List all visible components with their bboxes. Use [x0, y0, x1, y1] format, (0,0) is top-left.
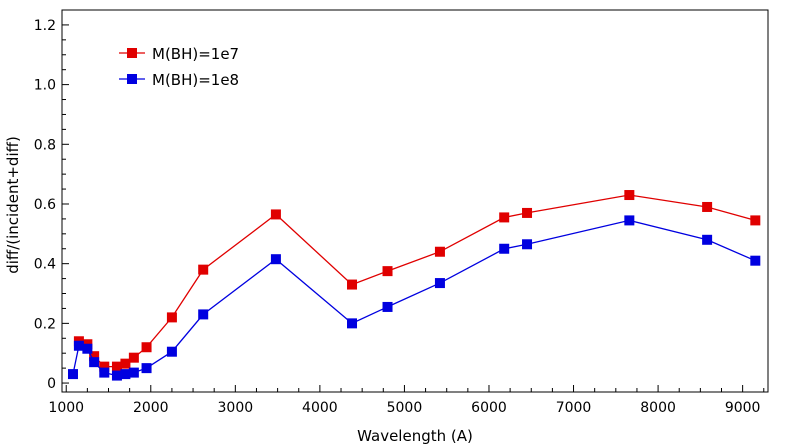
data-point-marker: [702, 234, 713, 245]
data-point-marker: [702, 201, 713, 212]
series-2: [67, 215, 761, 381]
data-point-marker: [111, 361, 122, 372]
data-point-marker: [111, 370, 122, 381]
x-tick-label: 7000: [556, 400, 592, 416]
legend: M(BH)=1e7 M(BH)=1e8: [119, 45, 239, 89]
x-tick-label: 3000: [218, 400, 254, 416]
y-axis-ticks: 0 0.2 0.4 0.6 0.8 1.0 1.2: [34, 18, 69, 392]
x-tick-label: 2000: [133, 400, 169, 416]
data-point-marker: [128, 367, 139, 378]
data-point-marker: [382, 266, 393, 277]
data-point-marker: [434, 278, 445, 289]
data-point-marker: [166, 346, 177, 357]
series-layer: [67, 190, 761, 381]
data-point-marker: [141, 363, 152, 374]
y-tick-label: 0.8: [34, 137, 56, 153]
data-point-marker: [624, 190, 635, 201]
y-tick-label: 0.2: [34, 316, 56, 332]
legend-item-series-1: M(BH)=1e7: [119, 45, 239, 63]
y-tick-label: 0.6: [34, 197, 56, 213]
y-tick-label: 1.2: [34, 18, 56, 34]
data-point-marker: [128, 352, 139, 363]
data-point-marker: [82, 343, 93, 354]
legend-label-series-2: M(BH)=1e8: [152, 71, 239, 89]
data-point-marker: [382, 301, 393, 312]
legend-marker-series-2: [127, 74, 137, 84]
legend-label-series-1: M(BH)=1e7: [152, 45, 239, 63]
data-point-marker: [750, 255, 761, 266]
data-point-marker: [141, 342, 152, 353]
data-point-marker: [166, 312, 177, 323]
plot-frame: [61, 9, 769, 393]
data-point-marker: [750, 215, 761, 226]
x-tick-label: 4000: [302, 400, 338, 416]
legend-item-series-2: M(BH)=1e8: [119, 71, 239, 89]
x-tick-label: 6000: [471, 400, 507, 416]
x-tick-label: 1000: [48, 400, 84, 416]
plot-axes: [61, 9, 769, 393]
x-axis-ticks: 1000 2000 3000 4000 5000 6000 7000 8000 9000: [48, 385, 765, 416]
data-point-marker: [198, 264, 209, 275]
x-tick-label: 5000: [387, 400, 423, 416]
data-point-marker: [67, 369, 78, 380]
data-point-marker: [89, 351, 100, 362]
data-point-marker: [522, 207, 533, 218]
data-point-marker: [270, 254, 281, 265]
data-point-marker: [522, 239, 533, 250]
legend-marker-series-1: [127, 48, 137, 58]
y-tick-label: 0: [47, 376, 56, 392]
data-point-marker: [434, 246, 445, 257]
y-tick-label: 1.0: [34, 78, 56, 94]
x-tick-label: 9000: [725, 400, 761, 416]
data-point-marker: [347, 279, 358, 290]
data-point-marker: [270, 209, 281, 220]
data-point-marker: [73, 340, 84, 351]
data-point-marker: [99, 361, 110, 372]
x-axis-title: Wavelength (A): [357, 427, 473, 445]
series-1: [73, 190, 761, 372]
data-point-marker: [499, 243, 510, 254]
y-axis-title: diff/(incident+diff): [4, 136, 22, 274]
x-tick-label: 8000: [640, 400, 676, 416]
data-point-marker: [120, 369, 131, 380]
y-tick-label: 0.4: [34, 257, 56, 273]
data-point-marker: [120, 358, 131, 369]
data-point-marker: [499, 212, 510, 223]
data-point-marker: [198, 309, 209, 320]
data-point-marker: [99, 367, 110, 378]
data-point-marker: [89, 357, 100, 368]
data-point-marker: [624, 215, 635, 226]
data-point-marker: [347, 318, 358, 329]
